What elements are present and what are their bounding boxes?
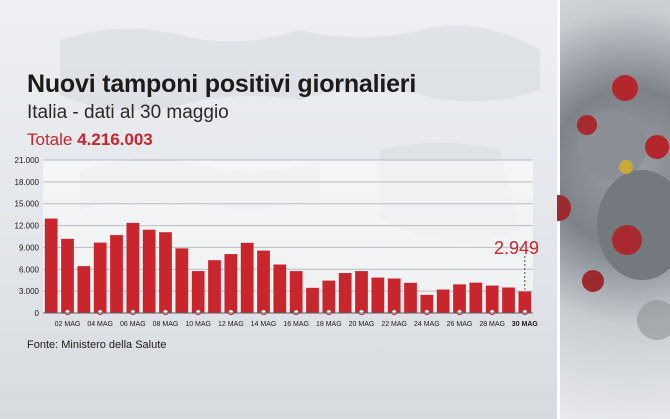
bar <box>453 284 466 313</box>
day-marker <box>162 308 169 316</box>
bar <box>175 248 189 313</box>
day-marker <box>358 308 365 316</box>
coronavirus-image <box>557 0 670 419</box>
bar <box>404 282 417 313</box>
x-tick-label: 06 MAG <box>120 321 146 328</box>
day-marker <box>325 308 332 316</box>
x-tick-label: 10 MAG <box>185 321 211 328</box>
bar <box>191 271 205 313</box>
bar <box>77 266 91 313</box>
day-marker <box>227 308 234 316</box>
y-tick-label: 0 <box>35 309 40 318</box>
bar <box>44 218 58 313</box>
bar <box>420 294 434 313</box>
x-tick-label: 04 MAG <box>87 321 113 328</box>
x-tick-label: 14 MAG <box>251 321 277 328</box>
bar <box>159 232 172 313</box>
total-line: Totale 4.216.003 <box>27 130 153 150</box>
x-tick-label: 26 MAG <box>447 321 473 328</box>
bar <box>289 271 303 313</box>
bar <box>224 254 238 313</box>
day-marker <box>489 308 496 316</box>
x-tick-label: 22 MAG <box>381 321 407 328</box>
bar <box>355 271 368 313</box>
day-marker <box>456 308 463 316</box>
x-tick-label: 08 MAG <box>153 321 179 328</box>
y-tick-label: 3.000 <box>19 287 40 296</box>
y-tick-label: 12.000 <box>15 222 40 231</box>
last-value-annotation: 2.949 <box>494 238 540 258</box>
bar <box>518 291 532 313</box>
day-marker <box>260 308 267 316</box>
bar <box>485 285 499 313</box>
bar <box>306 287 319 313</box>
bar <box>502 287 515 313</box>
day-marker <box>423 308 430 316</box>
plot-area <box>43 160 533 313</box>
day-marker <box>64 308 71 316</box>
x-tick-label: 24 MAG <box>414 321 440 328</box>
x-tick-label: 30 MAG <box>512 321 539 328</box>
bar <box>436 289 450 313</box>
x-tick-label: 20 MAG <box>349 321 375 328</box>
bar <box>208 260 221 313</box>
bar <box>142 229 156 313</box>
day-marker <box>293 308 300 316</box>
y-tick-label: 9.000 <box>19 243 40 252</box>
bar <box>126 222 140 313</box>
day-marker <box>195 308 202 316</box>
bar <box>257 250 270 313</box>
x-tick-label: 16 MAG <box>283 321 309 328</box>
x-tick-label: 02 MAG <box>55 321 81 328</box>
day-marker <box>391 308 398 316</box>
x-tick-label: 12 MAG <box>218 321 244 328</box>
y-tick-label: 18.000 <box>15 178 40 187</box>
day-marker <box>97 308 104 316</box>
bar <box>110 235 123 313</box>
bar <box>469 282 483 313</box>
y-tick-label: 6.000 <box>19 265 40 274</box>
y-tick-label: 21.000 <box>15 156 40 165</box>
day-marker <box>129 308 136 316</box>
bar <box>93 242 107 313</box>
bar <box>322 280 336 313</box>
bar <box>371 277 385 313</box>
chart-title: Nuovi tamponi positivi giornalieri <box>27 70 417 98</box>
x-tick-label: 28 MAG <box>479 321 505 328</box>
x-tick-label: 18 MAG <box>316 321 342 328</box>
total-value: 4.216.003 <box>77 130 153 149</box>
bar <box>338 273 352 313</box>
day-marker <box>521 308 528 316</box>
y-tick-label: 15.000 <box>15 200 40 209</box>
source-note: Fonte: Ministero della Salute <box>27 339 167 351</box>
bar <box>61 238 74 313</box>
chart-subtitle: Italia - dati al 30 maggio <box>27 102 229 123</box>
bar <box>387 278 401 313</box>
total-label: Totale <box>27 130 73 149</box>
bar <box>240 242 254 313</box>
bar <box>273 264 287 313</box>
